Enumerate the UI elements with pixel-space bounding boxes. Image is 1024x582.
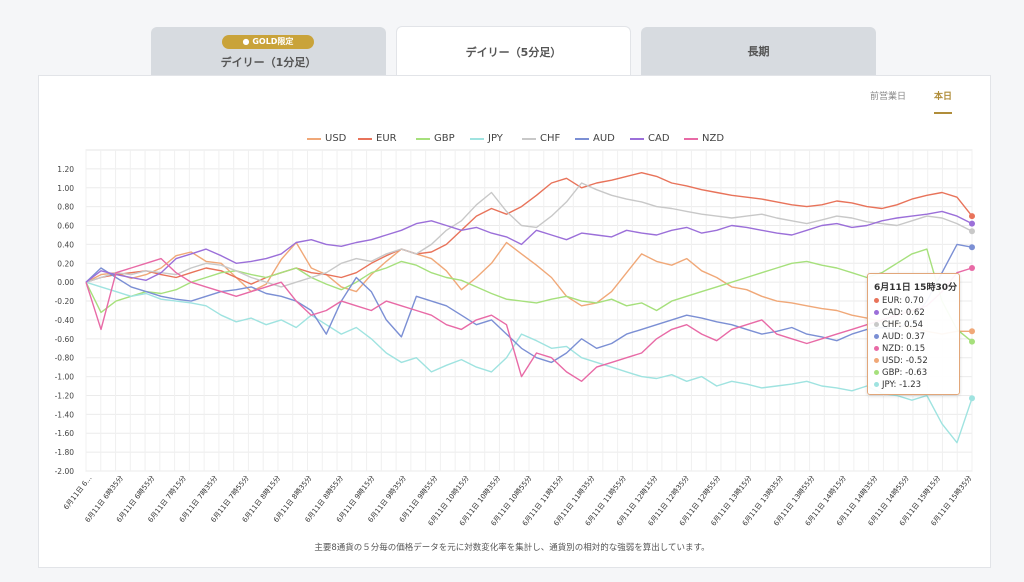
series-end-point-jpy bbox=[969, 395, 975, 402]
tooltip-value: AUD: 0.37 bbox=[882, 332, 926, 342]
legend-swatch bbox=[522, 138, 536, 140]
y-tick-label: -1.80 bbox=[55, 448, 75, 457]
gold-badge: ● GOLD限定 bbox=[222, 35, 314, 49]
y-tick-label: 0.60 bbox=[57, 222, 74, 231]
y-tick-label: 0.80 bbox=[57, 203, 74, 212]
series-dot-icon bbox=[874, 322, 879, 327]
y-tick-label: 0.20 bbox=[57, 259, 74, 268]
tooltip-value: EUR: 0.70 bbox=[882, 296, 924, 306]
legend-label: NZD bbox=[702, 133, 725, 144]
series-end-point-eur bbox=[969, 213, 975, 220]
range-previous-day[interactable]: 前営業日 bbox=[870, 92, 907, 102]
gold-badge-label: GOLD限定 bbox=[252, 37, 294, 46]
y-tick-label: 1.20 bbox=[57, 165, 74, 174]
legend-label: JPY bbox=[488, 133, 503, 144]
legend-label: USD bbox=[325, 133, 347, 144]
tooltip-value: USD: -0.52 bbox=[882, 356, 928, 366]
tooltip-value: CAD: 0.62 bbox=[882, 308, 925, 318]
tab-label: 長期 bbox=[747, 45, 770, 58]
series-line-gbp bbox=[85, 248, 973, 343]
series-dot-icon bbox=[874, 382, 879, 387]
series-end-point-chf bbox=[969, 228, 975, 235]
legend-label: CHF bbox=[540, 133, 561, 144]
legend-swatch bbox=[630, 138, 644, 140]
legend-swatch bbox=[684, 138, 698, 140]
tooltip-row: CAD: 0.62 bbox=[874, 308, 925, 318]
series-line-usd bbox=[85, 241, 972, 335]
y-tick-label: 0.40 bbox=[57, 240, 74, 249]
tooltip-value: JPY: -1.23 bbox=[882, 380, 922, 390]
series-dot-icon bbox=[874, 370, 879, 375]
series-end-point-gbp bbox=[969, 338, 975, 345]
y-tick-label: 1.00 bbox=[57, 184, 74, 193]
legend-swatch bbox=[307, 138, 321, 140]
y-tick-label: -1.00 bbox=[55, 373, 75, 382]
tooltip-row: GBP: -0.63 bbox=[874, 368, 927, 378]
series-line-nzd bbox=[85, 257, 973, 382]
tooltip-row: CHF: 0.54 bbox=[874, 320, 923, 330]
tooltip-row: USD: -0.52 bbox=[874, 356, 928, 366]
coin-icon: ● bbox=[242, 37, 250, 46]
tooltip-row: JPY: -1.23 bbox=[874, 380, 921, 390]
series-line-chf bbox=[85, 182, 973, 288]
tab-bar: ● GOLD限定 デイリー（1分足） デイリー（5分足） 長期 bbox=[0, 0, 1024, 76]
y-tick-label: -0.80 bbox=[55, 354, 75, 363]
legend-label: GBP bbox=[434, 133, 455, 144]
series-dot-icon bbox=[874, 298, 879, 303]
range-today[interactable]: 本日 bbox=[934, 92, 953, 102]
y-tick-label: -0.40 bbox=[55, 316, 75, 325]
tab-long-term[interactable]: 長期 bbox=[641, 27, 876, 75]
y-tick-label: -1.20 bbox=[55, 391, 75, 400]
active-range-underline bbox=[934, 112, 952, 114]
y-tick-label: 0.00 bbox=[57, 278, 74, 287]
legend-label: AUD bbox=[593, 133, 615, 144]
y-tick-label: -1.60 bbox=[55, 429, 75, 438]
y-tick-label: -0.20 bbox=[55, 297, 75, 306]
tooltip-row: NZD: 0.15 bbox=[874, 344, 925, 354]
y-tick-label: -1.40 bbox=[55, 410, 75, 419]
series-end-point-usd bbox=[969, 328, 975, 335]
legend-swatch bbox=[358, 138, 372, 140]
series-end-point-cad bbox=[969, 220, 975, 227]
series-line-cad bbox=[85, 210, 973, 283]
legend-label: EUR bbox=[376, 133, 397, 144]
series-end-point-nzd bbox=[969, 265, 975, 272]
legend-swatch bbox=[416, 138, 430, 140]
tooltip-row: AUD: 0.37 bbox=[874, 332, 925, 342]
series-line-eur bbox=[85, 171, 973, 285]
series-dot-icon bbox=[874, 358, 879, 363]
series-dot-icon bbox=[874, 346, 879, 351]
series-dot-icon bbox=[874, 310, 879, 315]
y-tick-label: -0.60 bbox=[55, 335, 75, 344]
x-tick-label: 6月11日 6... bbox=[62, 474, 93, 511]
tooltip-value: NZD: 0.15 bbox=[882, 344, 926, 354]
tab-label: デイリー（5分足） bbox=[465, 46, 562, 59]
tooltip-value: CHF: 0.54 bbox=[882, 320, 924, 330]
series-dot-icon bbox=[874, 334, 879, 339]
tooltip-value: GBP: -0.63 bbox=[882, 368, 928, 378]
legend-label: CAD bbox=[648, 133, 670, 144]
series-line-jpy bbox=[85, 281, 973, 444]
chart-footnote: 主要8通貨の５分毎の価格データを元に対数変化率を集計し、通貨別の相対的な強弱を算… bbox=[314, 543, 710, 553]
y-tick-label: -2.00 bbox=[55, 467, 75, 476]
chart-tooltip: 6月11日 15時30分 EUR: 0.70 CAD: 0.62 CHF: 0.54… bbox=[867, 273, 960, 395]
tooltip-row: EUR: 0.70 bbox=[874, 296, 924, 306]
series-end-point-aud bbox=[969, 244, 975, 251]
tooltip-title: 6月11日 15時30分 bbox=[874, 283, 957, 293]
tab-daily-1min[interactable]: ● GOLD限定 デイリー（1分足） bbox=[151, 27, 386, 75]
tab-label: デイリー（1分足） bbox=[220, 56, 317, 69]
tab-daily-5min[interactable]: デイリー（5分足） bbox=[396, 26, 631, 76]
legend-swatch bbox=[470, 138, 484, 140]
legend-swatch bbox=[575, 138, 589, 140]
